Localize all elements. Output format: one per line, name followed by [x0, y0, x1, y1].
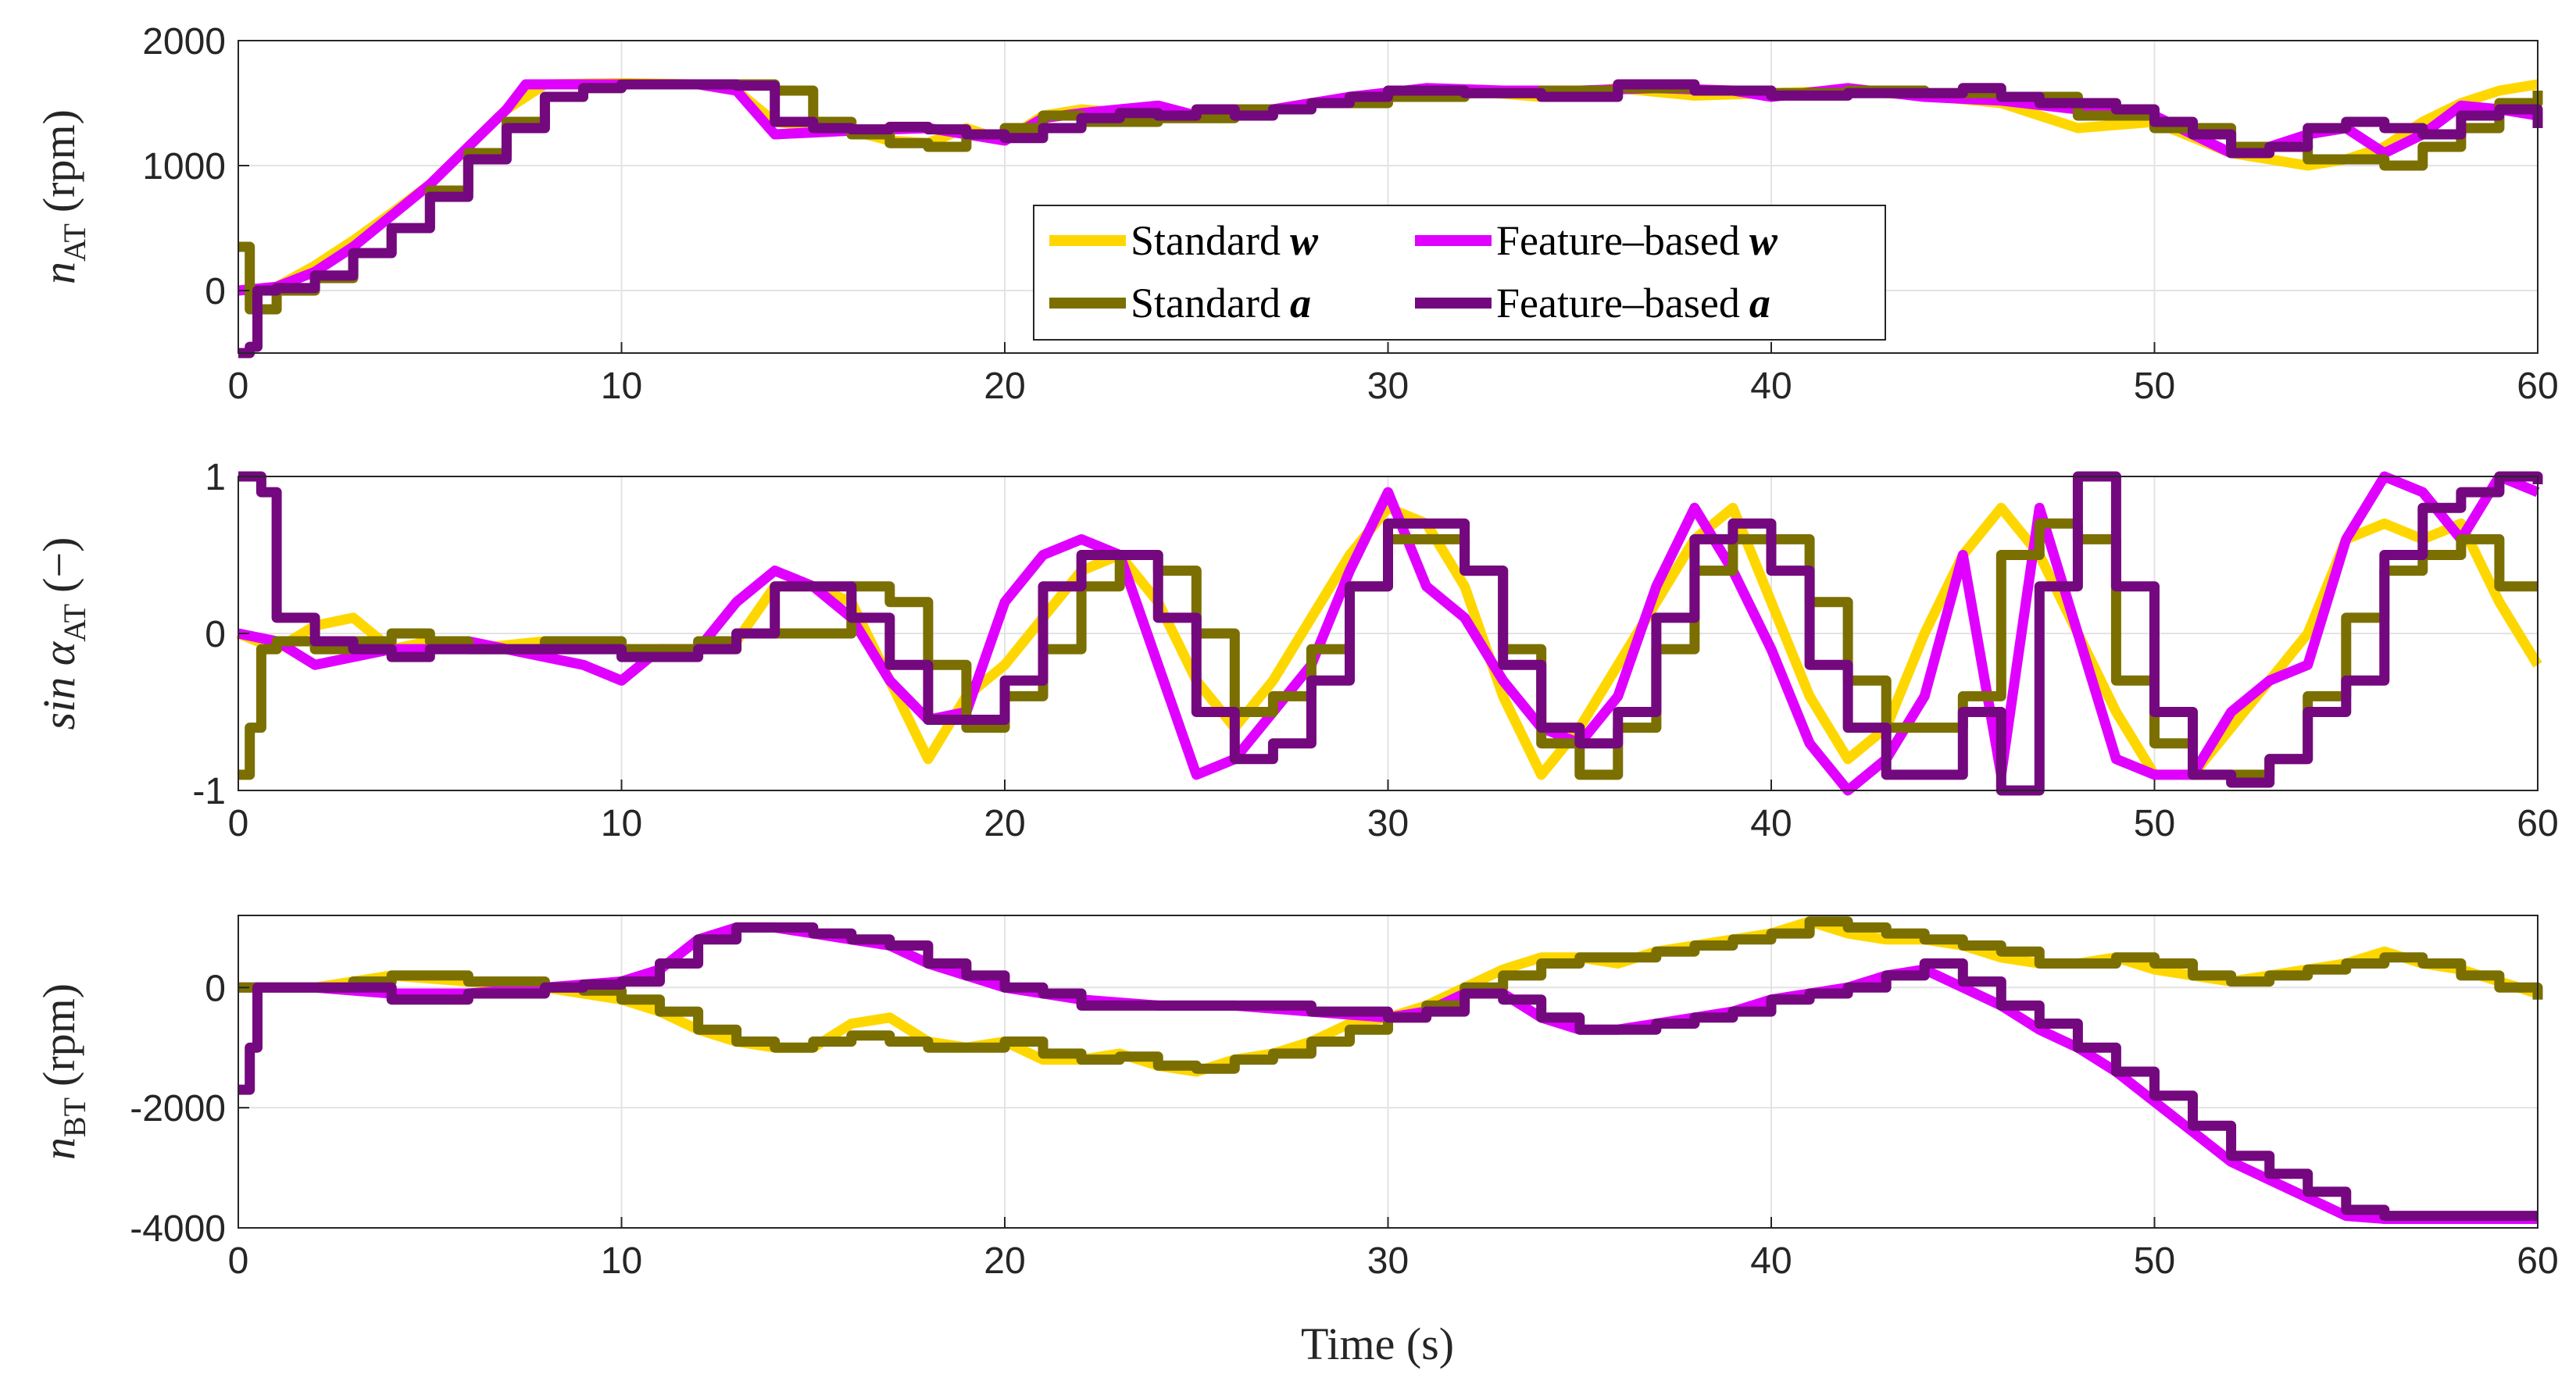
series-line-bottom-feature-based-a — [238, 922, 2538, 1222]
legend-label-standard-w: Standard w — [1131, 217, 1319, 264]
x-tick-label-top-30: 30 — [1367, 366, 1409, 407]
legend-entry-standard-a: Standard a — [1049, 280, 1311, 326]
x-tick-label-middle-40: 40 — [1750, 803, 1792, 844]
y-label-sub-middle: AT — [57, 604, 92, 642]
x-tick-label-bottom-20: 20 — [984, 1240, 1025, 1282]
x-tick-label-top-10: 10 — [601, 366, 642, 407]
panel-bottom-n-bt: 0 10 20 30 40 50 60 -4000 -2000 0 nBT (rpm) Time (… — [34, 915, 2559, 1369]
plot-frame-top — [238, 40, 2538, 354]
y-tick-label-top-1000: 1000 — [142, 146, 226, 187]
x-axis-label: Time (s) — [1301, 1318, 1454, 1369]
plot-frame-bottom — [238, 915, 2538, 1229]
series-line-middle-feature-based-a — [238, 471, 2543, 796]
y-tick-label-top-2000: 2000 — [142, 21, 226, 62]
x-tick-label-top-0: 0 — [228, 366, 249, 407]
legend-symbol-feature-w: w — [1749, 217, 1778, 264]
legend-box — [1033, 205, 1886, 341]
ticks-middle: 0 10 20 30 40 50 60-101 — [192, 457, 2558, 844]
y-tick-label-bottom-4000: -4000 — [130, 1208, 226, 1250]
y-label-unit-middle: (−) — [34, 537, 84, 593]
y-label-sub-top: AT — [57, 223, 92, 262]
y-tick-label-bottom-2000: -2000 — [130, 1088, 226, 1129]
y-label-unit-top: (rpm) — [34, 109, 84, 212]
legend: Standard w Feature–based w Standard a Featu… — [1033, 205, 1886, 341]
x-tick-label-bottom-0: 0 — [228, 1240, 249, 1282]
y-axis-label-middle: sin αAT (−) — [34, 537, 92, 730]
legend-text-standard-w: Standard — [1131, 217, 1281, 264]
series-lines-middle — [236, 471, 2543, 796]
panel-middle-sin-alpha-at: 0 10 20 30 40 50 60-101 sin αAT(−) — [34, 457, 2559, 844]
y-axis-label-top: nAT (rpm) — [34, 109, 92, 284]
ticks-top: 0 10 20 30 40 50 60 0 1000 2000 — [142, 21, 2558, 407]
x-tick-label-middle-0: 0 — [228, 803, 249, 844]
x-tick-label-bottom-50: 50 — [2134, 1240, 2175, 1282]
x-tick-label-bottom-10: 10 — [601, 1240, 642, 1282]
y-axis-label-bottom: nBT (rpm) — [34, 983, 92, 1160]
x-tick-label-middle-30: 30 — [1367, 803, 1409, 844]
ticks-bottom: 0 10 20 30 40 50 60 -4000 -2000 0 — [130, 968, 2558, 1282]
x-tick-label-middle-20: 20 — [984, 803, 1025, 844]
x-tick-label-bottom-30: 30 — [1367, 1240, 1409, 1282]
series-line-middle-feature-based-w — [237, 471, 2540, 796]
panel-top-n-at: 0 10 20 30 40 50 60 0 1000 2000 nAT (rpm) — [34, 21, 2559, 407]
y-label-unit-bottom: (rpm) — [34, 983, 84, 1086]
legend-text-standard-a: Standard — [1131, 280, 1281, 326]
series-lines-bottom — [238, 916, 2543, 1224]
x-tick-label-middle-10: 10 — [601, 803, 642, 844]
x-tick-label-top-50: 50 — [2134, 366, 2175, 407]
x-tick-label-middle-50: 50 — [2134, 803, 2175, 844]
x-tick-label-top-20: 20 — [984, 366, 1025, 407]
legend-symbol-standard-w: w — [1290, 217, 1319, 264]
legend-label-standard-a: Standard a — [1131, 280, 1311, 326]
plot-frame-middle — [238, 476, 2538, 791]
x-tick-label-middle-60: 60 — [2517, 803, 2558, 844]
legend-text-feature-a: Feature–based — [1496, 280, 1740, 326]
x-tick-label-bottom-40: 40 — [1750, 1240, 1792, 1282]
y-label-main-top: n — [34, 262, 84, 284]
legend-entry-feature-a: Feature–based a — [1415, 280, 1770, 326]
x-tick-label-top-60: 60 — [2517, 366, 2558, 407]
legend-label-feature-w: Feature–based w — [1496, 217, 1778, 264]
legend-text-feature-w: Feature–based — [1496, 217, 1740, 264]
x-tick-label-bottom-60: 60 — [2517, 1240, 2558, 1282]
legend-symbol-standard-a: a — [1290, 280, 1311, 326]
legend-entry-feature-w: Feature–based w — [1415, 217, 1778, 264]
y-label-sub-bottom: BT — [57, 1097, 92, 1137]
y-tick-label-top-0: 0 — [205, 271, 226, 312]
x-tick-label-top-40: 40 — [1750, 366, 1792, 407]
legend-symbol-feature-a: a — [1749, 280, 1770, 326]
y-tick-label-middle-1: -1 — [192, 771, 226, 812]
series-line-top-feature-based-a — [238, 79, 2543, 359]
legend-label-feature-a: Feature–based a — [1496, 280, 1770, 326]
series-lines-top — [238, 77, 2543, 359]
y-tick-label-bottom-0: 0 — [205, 968, 226, 1009]
legend-entry-standard-w: Standard w — [1049, 217, 1319, 264]
y-label-main-bottom: n — [34, 1137, 84, 1160]
y-tick-label-middle-0: 0 — [205, 614, 226, 655]
y-tick-label-middle-1: 1 — [205, 457, 226, 498]
y-label-main-middle: sin α — [34, 640, 84, 730]
